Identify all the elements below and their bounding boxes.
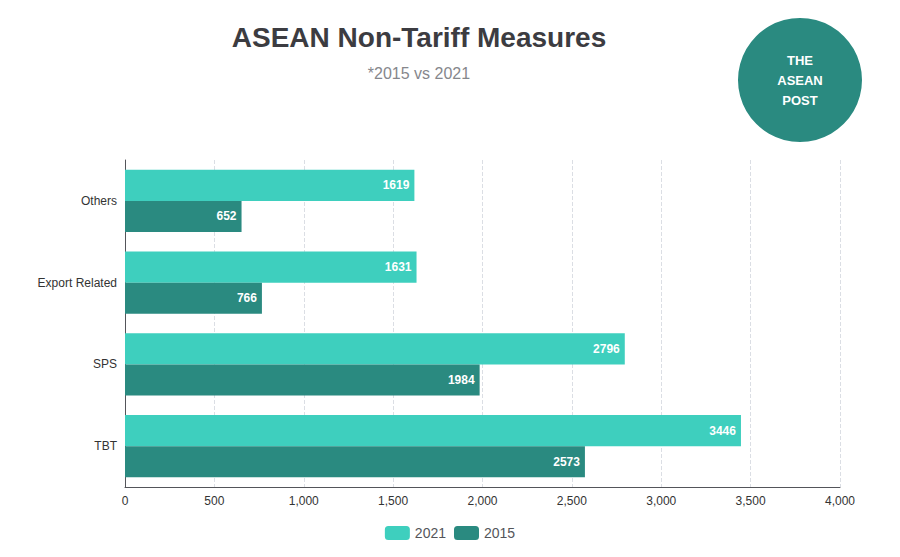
- svg-text:Others: Others: [81, 194, 117, 208]
- svg-text:500: 500: [204, 494, 224, 508]
- svg-text:4,000: 4,000: [825, 494, 855, 508]
- svg-text:2573: 2573: [553, 455, 580, 469]
- svg-text:3446: 3446: [709, 424, 736, 438]
- svg-text:3,000: 3,000: [646, 494, 676, 508]
- svg-text:THE: THE: [787, 53, 813, 68]
- svg-text:652: 652: [217, 209, 237, 223]
- svg-text:POST: POST: [782, 93, 817, 108]
- svg-text:2021: 2021: [415, 525, 446, 541]
- svg-text:1984: 1984: [448, 373, 475, 387]
- svg-text:0: 0: [122, 494, 129, 508]
- svg-text:1631: 1631: [385, 260, 412, 274]
- svg-text:1619: 1619: [383, 178, 410, 192]
- svg-text:ASEAN: ASEAN: [777, 73, 823, 88]
- svg-text:*2015 vs 2021: *2015 vs 2021: [368, 65, 470, 82]
- svg-text:ASEAN Non-Tariff Measures: ASEAN Non-Tariff Measures: [232, 22, 606, 53]
- svg-text:3,500: 3,500: [736, 494, 766, 508]
- svg-text:TBT: TBT: [94, 439, 117, 453]
- svg-text:1,500: 1,500: [378, 494, 408, 508]
- svg-text:2,500: 2,500: [557, 494, 587, 508]
- svg-text:1,000: 1,000: [289, 494, 319, 508]
- svg-text:2,000: 2,000: [467, 494, 497, 508]
- svg-text:2015: 2015: [484, 525, 515, 541]
- svg-text:Export Related: Export Related: [38, 276, 117, 290]
- svg-text:SPS: SPS: [93, 357, 117, 371]
- svg-text:766: 766: [237, 291, 257, 305]
- svg-text:2796: 2796: [593, 342, 620, 356]
